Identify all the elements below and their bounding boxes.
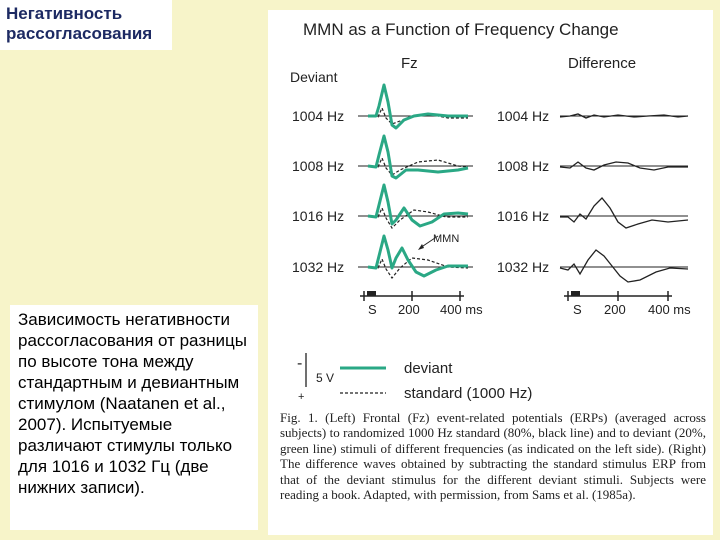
fz-axis-s: S	[368, 302, 377, 317]
mmn-arrowhead	[418, 244, 424, 250]
difference-wave-1004	[559, 113, 689, 119]
legend-plus: +	[298, 391, 304, 403]
row-label-diff-1008: 1008 Hz	[497, 158, 549, 174]
fz-column-header: Fz	[401, 55, 418, 72]
deviant-header: Deviant	[290, 69, 338, 85]
erp-figure: MMN as a Function of Frequency Change Fz…	[290, 20, 691, 403]
fz-axis-400: 400 ms	[440, 302, 483, 317]
legend-scale-label: 5 V	[316, 371, 334, 385]
row-label-fz-1008: 1008 Hz	[292, 158, 344, 174]
fz-axis-200: 200	[398, 302, 420, 317]
row-label-diff-1004: 1004 Hz	[497, 108, 549, 124]
slide-title-line-1: Негативность	[6, 4, 123, 23]
figure-caption: Fig. 1. (Left) Frontal (Fz) event-relate…	[280, 410, 706, 503]
row-label-diff-1032: 1032 Hz	[497, 259, 549, 275]
slide-caption: Зависимость негативности рассогласования…	[10, 305, 258, 530]
diff-stimulus-marker	[571, 291, 580, 296]
difference-waves	[559, 113, 689, 283]
deviant-waveforms	[367, 83, 469, 278]
standard-wave-1032	[367, 257, 469, 280]
fz-time-axis: S 200 400 ms	[360, 291, 483, 317]
legend-minus: -	[297, 355, 302, 372]
deviant-wave-1032	[367, 234, 468, 278]
deviant-wave-1004	[368, 83, 468, 130]
fz-stimulus-marker	[367, 291, 376, 296]
slide-title: Негативность рассогласования	[0, 0, 172, 50]
difference-wave-1032	[559, 249, 689, 283]
row-label-fz-1016: 1016 Hz	[292, 208, 344, 224]
deviant-wave-1008	[367, 134, 469, 180]
mmn-label: MMN	[433, 233, 459, 245]
slide-title-line-2: рассогласования	[6, 24, 153, 43]
row-label-diff-1016: 1016 Hz	[497, 208, 549, 224]
difference-column-header: Difference	[568, 55, 636, 72]
row-label-fz-1032: 1032 Hz	[292, 259, 344, 275]
difference-baselines	[560, 115, 688, 268]
difference-wave-1016	[560, 197, 689, 229]
diff-axis-200: 200	[604, 302, 626, 317]
difference-wave-1008	[559, 161, 688, 171]
diff-axis-400: 400 ms	[648, 302, 691, 317]
figure-title: MMN as a Function of Frequency Change	[303, 20, 619, 39]
legend-standard-label: standard (1000 Hz)	[404, 385, 532, 402]
figure-panel: MMN as a Function of Frequency Change Fz…	[268, 10, 713, 535]
standard-wave-1016	[367, 206, 468, 229]
deviant-wave-1016	[367, 183, 469, 228]
legend: - + 5 V deviant standard (1000 Hz)	[297, 353, 532, 403]
difference-time-axis: S 200 400 ms	[564, 291, 691, 317]
row-label-fz-1004: 1004 Hz	[292, 108, 344, 124]
legend-deviant-label: deviant	[404, 360, 453, 377]
diff-axis-s: S	[573, 302, 582, 317]
